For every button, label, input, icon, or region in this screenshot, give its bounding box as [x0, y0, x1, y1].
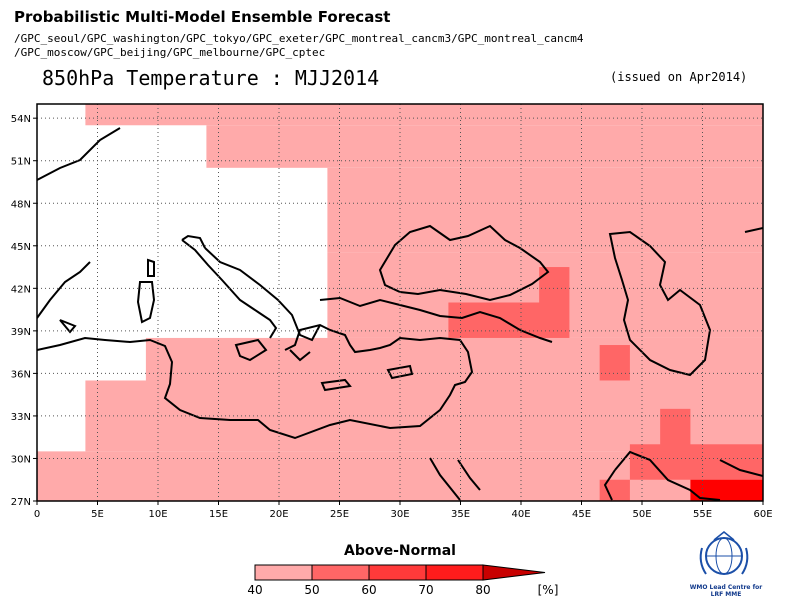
colorbar-label-0: 40: [247, 583, 262, 597]
colorbar-label-4: 80: [475, 583, 490, 597]
probability-cell-11: [629, 444, 763, 480]
lat-tick-label: 33N: [11, 412, 31, 423]
colorbar-label-3: 70: [418, 583, 433, 597]
wmo-logo-line1: WMO Lead Centre for: [689, 584, 763, 591]
probability-cell-8: [539, 267, 570, 303]
coastlines: [37, 127, 763, 501]
probability-cell-12: [599, 479, 630, 501]
forecast-title: Probabilistic Multi-Model Ensemble Forec…: [14, 8, 391, 26]
lon-tick-label: 35E: [451, 509, 470, 520]
probability-cell-13: [690, 479, 763, 501]
lat-tick-label: 30N: [11, 454, 31, 465]
lon-tick-label: 30E: [390, 509, 409, 520]
colorbar-segment-40-50: [254, 564, 313, 581]
probability-shading: [37, 104, 763, 501]
lat-tick-label: 45N: [11, 242, 31, 253]
colorbar-segment-50-60: [311, 564, 370, 581]
models-list-line2: /GPC_moscow/GPC_beijing/GPC_melbourne/GP…: [14, 46, 326, 59]
colorbar-arrow: [482, 564, 546, 581]
lon-tick-label: 25E: [330, 509, 349, 520]
probability-cell-1: [206, 125, 763, 168]
lon-tick-label: 50E: [632, 509, 651, 520]
lat-tick-label: 48N: [11, 199, 31, 210]
lon-tick-label: 0: [34, 509, 40, 520]
issued-date: (issued on Apr2014): [610, 70, 748, 84]
lat-tick-label: 36N: [11, 369, 31, 380]
colorbar-segment-60-70: [368, 564, 427, 581]
lat-tick-label: 27N: [11, 497, 31, 508]
lon-tick-label: 55E: [693, 509, 712, 520]
probability-cell-0: [85, 104, 763, 126]
lon-tick-label: 5E: [91, 509, 104, 520]
lon-tick-label: 60E: [753, 509, 772, 520]
wmo-logo-line2: LRF MME: [710, 591, 742, 598]
lat-tick-label: 54N: [11, 114, 31, 125]
lat-tick-label: 51N: [11, 157, 31, 168]
probability-cell-2: [327, 167, 763, 253]
probability-cell-9: [599, 345, 630, 381]
wmo-logo-caption: WMO Lead Centre for LRF MME: [686, 584, 766, 598]
axis-ticks: 0 5E 10E 15E 20E 25E 30E 35E 40E 45E 50E 55E 60E 27N 3…: [11, 114, 773, 520]
lon-tick-label: 40E: [511, 509, 530, 520]
lon-tick-label: 10E: [148, 509, 167, 520]
gridlines: [37, 104, 763, 501]
colorbar-title: Above-Normal: [344, 543, 456, 559]
lat-tick-label: 42N: [11, 284, 31, 295]
variable-title: 850hPa Temperature : MJJ2014: [42, 66, 380, 90]
lat-tick-label: 39N: [11, 327, 31, 338]
wmo-logo: [699, 531, 749, 575]
probability-cell-7: [448, 302, 570, 338]
lon-tick-label: 45E: [572, 509, 591, 520]
probability-cell-5: [85, 380, 763, 452]
colorbar: Above-Normal 40 50 60 70 80 [%]: [247, 543, 558, 597]
colorbar-segment-70-80: [425, 564, 484, 581]
lon-tick-label: 15E: [209, 509, 228, 520]
models-list-line1: /GPC_seoul/GPC_washington/GPC_tokyo/GPC_…: [14, 32, 584, 45]
colorbar-unit: [%]: [538, 583, 559, 597]
lon-tick-label: 20E: [269, 509, 288, 520]
colorbar-label-2: 60: [361, 583, 376, 597]
colorbar-label-1: 50: [304, 583, 319, 597]
